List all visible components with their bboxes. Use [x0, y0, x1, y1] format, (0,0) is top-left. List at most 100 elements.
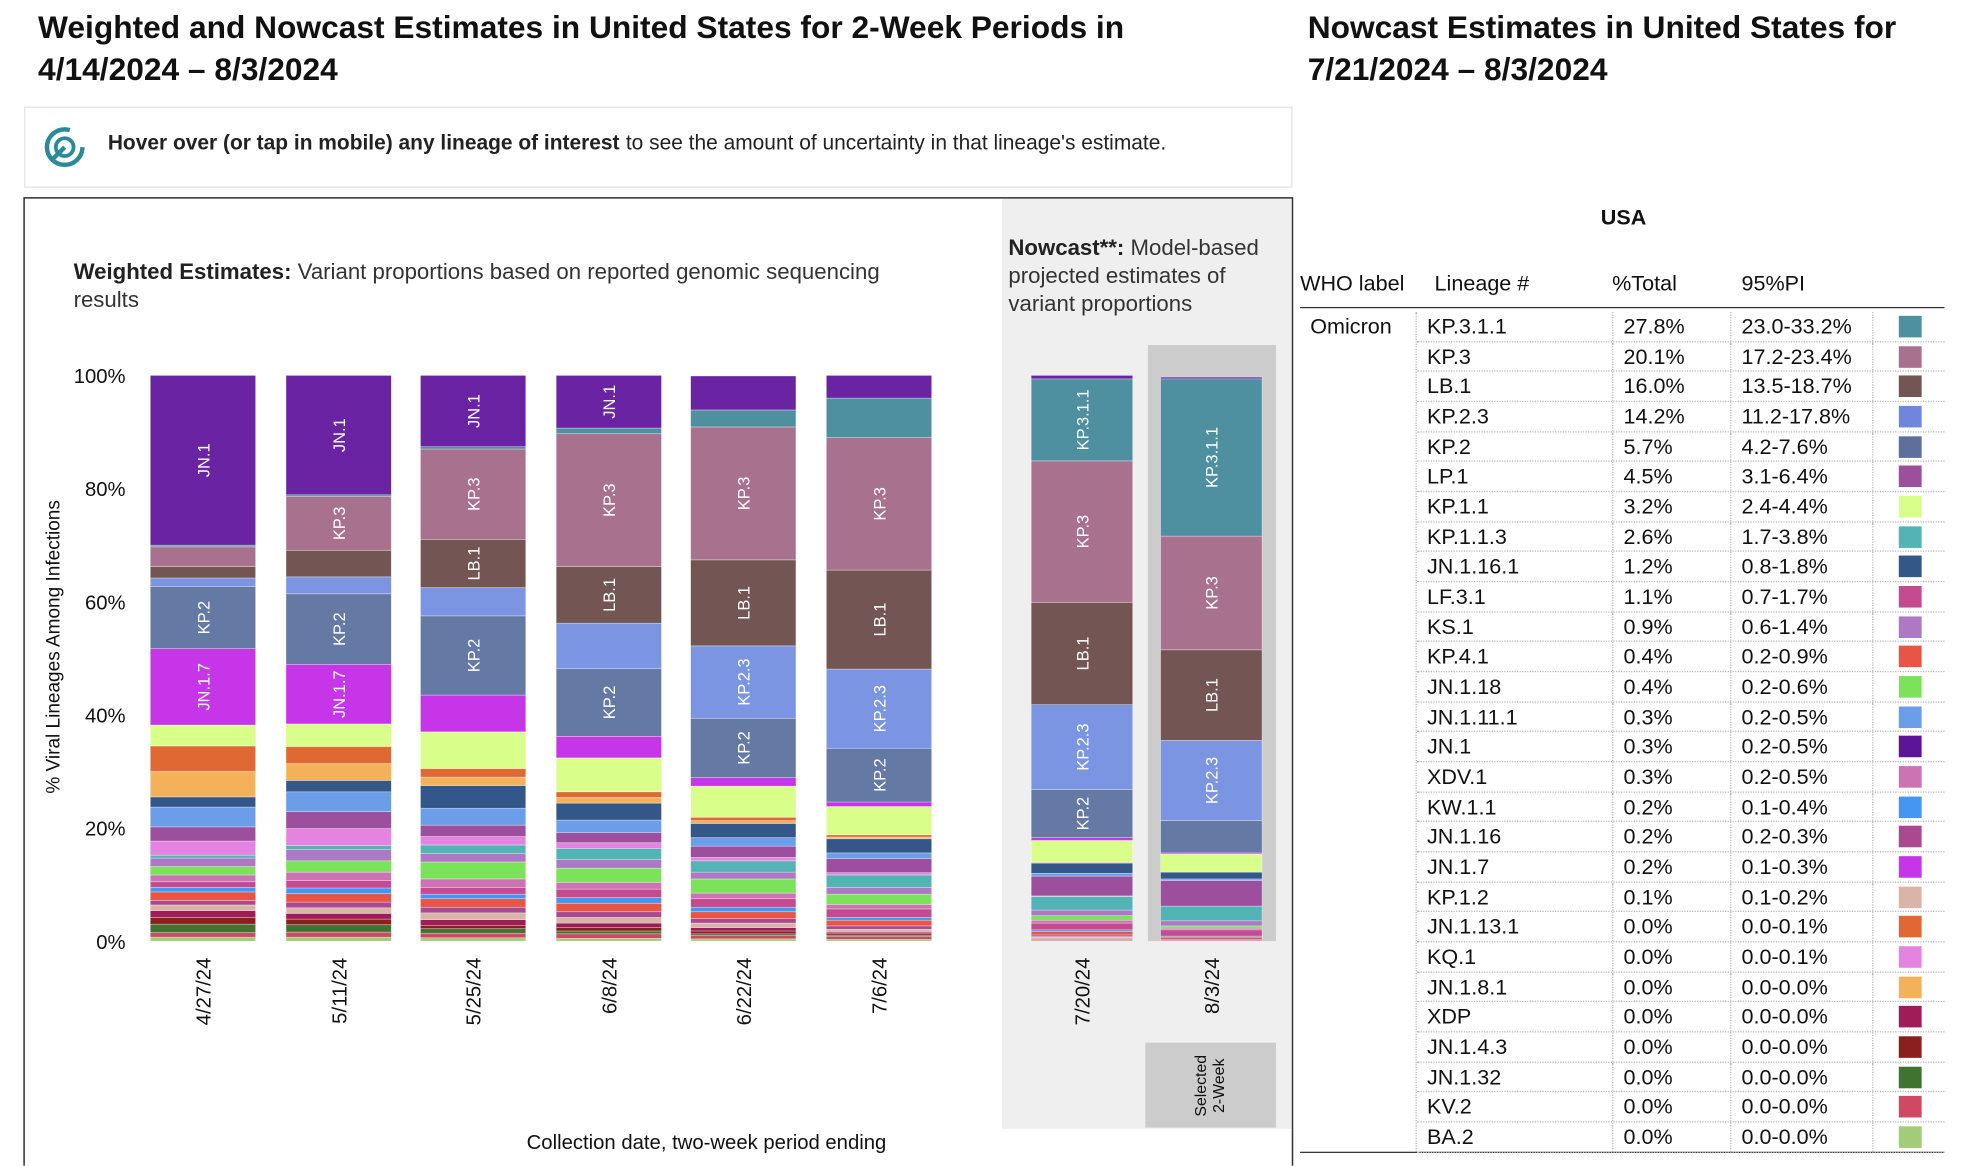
- bar-segment: [149, 854, 256, 859]
- total-cell: 2.6%: [1613, 522, 1732, 551]
- info-box: Hover over (or tap in mobile) any lineag…: [24, 106, 1293, 188]
- bar-segment: [826, 908, 932, 918]
- bar-segment: [1160, 920, 1263, 927]
- column-header: %Total: [1612, 271, 1677, 296]
- bar-segment: [149, 891, 256, 901]
- lineage-cell: KP.1.1.3: [1417, 522, 1614, 551]
- bar-segment: [285, 828, 392, 846]
- bar-segment: [690, 375, 797, 411]
- pi-cell: 0.2-0.5%: [1731, 732, 1874, 762]
- table-row: KP.3 20.1% 17.2-23.4%: [1416, 342, 1945, 373]
- table-row: XDP 0.0% 0.0-0.0%: [1416, 1002, 1945, 1033]
- segment-label: KP.3: [465, 477, 483, 511]
- bar-segment: [690, 823, 797, 838]
- bar-segment: [420, 694, 527, 733]
- swatch: [1898, 525, 1922, 548]
- segment-label: KP.2: [601, 686, 619, 720]
- nowcast-text: Model-based projected estimates of varia…: [1008, 234, 1259, 316]
- segment-label: JN.1.7: [331, 670, 349, 718]
- swatch: [1898, 946, 1922, 968]
- swatch: [1898, 856, 1922, 878]
- lineage-cell: KP.1.2: [1417, 882, 1614, 912]
- table-row: JN.1.13.1 0.0% 0.0-0.1%: [1416, 912, 1945, 943]
- bar-segment: [555, 911, 662, 918]
- table-row: KP.4.1 0.4% 0.2-0.9%: [1416, 642, 1945, 673]
- bar-segment: [826, 838, 932, 854]
- page-title: Weighted and Nowcast Estimates in United…: [38, 10, 1125, 88]
- pi-cell: 0.1-0.3%: [1731, 852, 1874, 882]
- bar-segment: [555, 917, 662, 924]
- pi-cell: 0.1-0.2%: [1731, 882, 1874, 912]
- x-tick-label: 7/20/24: [1073, 958, 1095, 1026]
- total-cell: 0.0%: [1613, 912, 1732, 942]
- swatch: [1898, 616, 1922, 638]
- segment-label: LB.1: [871, 603, 889, 637]
- bar-segment: [285, 849, 392, 862]
- bar-segment: [555, 882, 662, 890]
- bar-segment: [826, 874, 932, 888]
- bar-segment: [285, 723, 392, 747]
- bar-segment: [555, 859, 662, 869]
- pi-cell: 17.2-23.4%: [1731, 342, 1874, 371]
- swatch: [1898, 586, 1922, 608]
- bar-segment: [690, 922, 797, 928]
- bar-segment: [555, 433, 662, 567]
- bar-segment: [285, 811, 392, 829]
- bar-segment: [690, 785, 797, 818]
- bar-segment: [1030, 862, 1133, 874]
- swatch: [1898, 495, 1922, 518]
- bar-segment: [826, 437, 932, 571]
- table-row: JN.1.16.1 1.2% 0.8-1.8%: [1416, 552, 1945, 583]
- lineage-cell: KV.2: [1417, 1092, 1614, 1122]
- total-cell: 20.1%: [1613, 342, 1732, 371]
- bar-segment: [1160, 871, 1263, 880]
- total-cell: 0.0%: [1613, 1002, 1732, 1032]
- bar-segment: [285, 593, 392, 665]
- segment-label: JN.1: [601, 385, 619, 419]
- bar-segment: [826, 668, 932, 749]
- table-row: KP.1.1.3 2.6% 1.7-3.8%: [1416, 522, 1945, 553]
- bar-segment: [690, 935, 797, 940]
- y-tick-label: 60%: [85, 592, 126, 614]
- segment-label: JN.1: [331, 418, 349, 452]
- bar-segment: [555, 832, 662, 844]
- bar-segment: [420, 731, 527, 769]
- table-row: JN.1.4.3 0.0% 0.0-0.0%: [1416, 1032, 1945, 1063]
- x-tick-label: 6/22/24: [734, 958, 756, 1026]
- bar-segment: [149, 375, 256, 546]
- bar-segment: [420, 932, 527, 939]
- bar-segment: [1160, 535, 1263, 651]
- bar-segment: [285, 871, 392, 881]
- x-axis-label: Collection date, two-week period ending: [527, 1132, 887, 1154]
- table-row: KW.1.1 0.2% 0.1-0.4%: [1416, 792, 1945, 823]
- pi-cell: 0.0-0.0%: [1731, 1002, 1874, 1032]
- bar-segment: [149, 917, 256, 925]
- bar-segment: [690, 918, 797, 924]
- bar-segment: [1160, 740, 1263, 821]
- table-row: JN.1.16 0.2% 0.2-0.3%: [1416, 822, 1945, 853]
- bar-segment: [690, 777, 797, 787]
- table-row: KP.1.1 3.2% 2.4-4.4%: [1416, 492, 1945, 523]
- lineage-cell: KP.4.1: [1417, 642, 1614, 672]
- weighted-label: Weighted Estimates:: [73, 258, 292, 285]
- bar-segment: [690, 857, 797, 862]
- bar-segment: [285, 576, 392, 595]
- bar-segment: [285, 780, 392, 793]
- pi-cell: 0.0-0.1%: [1731, 942, 1874, 972]
- bar-segment: [420, 912, 527, 920]
- total-cell: 27.8%: [1613, 312, 1732, 341]
- bar-segment: [826, 872, 932, 876]
- total-cell: 0.2%: [1613, 852, 1732, 882]
- swatch: [1898, 556, 1922, 578]
- bar-segment: [149, 904, 256, 911]
- segment-label: KP.2.3: [736, 658, 754, 705]
- bar-segment: [1030, 789, 1133, 838]
- lineage-cell: KP.2.3: [1417, 402, 1614, 431]
- bar-segment: [285, 918, 392, 926]
- bar-segment: [555, 819, 662, 833]
- bar-segment: [1030, 704, 1133, 790]
- bar-segment: [420, 776, 527, 786]
- bar-segment: [826, 852, 932, 859]
- lineage-cell: JN.1.32: [1417, 1062, 1614, 1092]
